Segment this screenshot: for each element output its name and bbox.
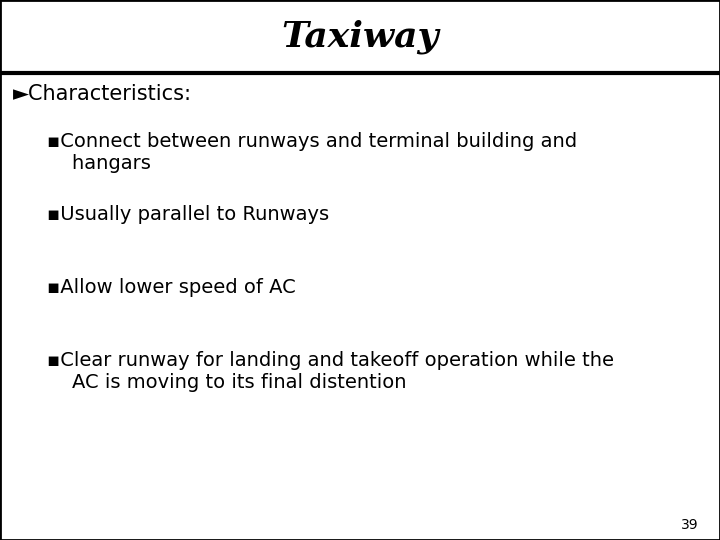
Text: 39: 39: [681, 518, 698, 532]
Text: ▪Allow lower speed of AC: ▪Allow lower speed of AC: [47, 278, 295, 297]
Text: ►Characteristics:: ►Characteristics:: [13, 84, 192, 104]
Text: ▪Clear runway for landing and takeoff operation while the
    AC is moving to it: ▪Clear runway for landing and takeoff op…: [47, 351, 613, 392]
Text: ▪Usually parallel to Runways: ▪Usually parallel to Runways: [47, 205, 329, 224]
Text: Taxiway: Taxiway: [282, 19, 438, 53]
Text: ▪Connect between runways and terminal building and
    hangars: ▪Connect between runways and terminal bu…: [47, 132, 577, 173]
